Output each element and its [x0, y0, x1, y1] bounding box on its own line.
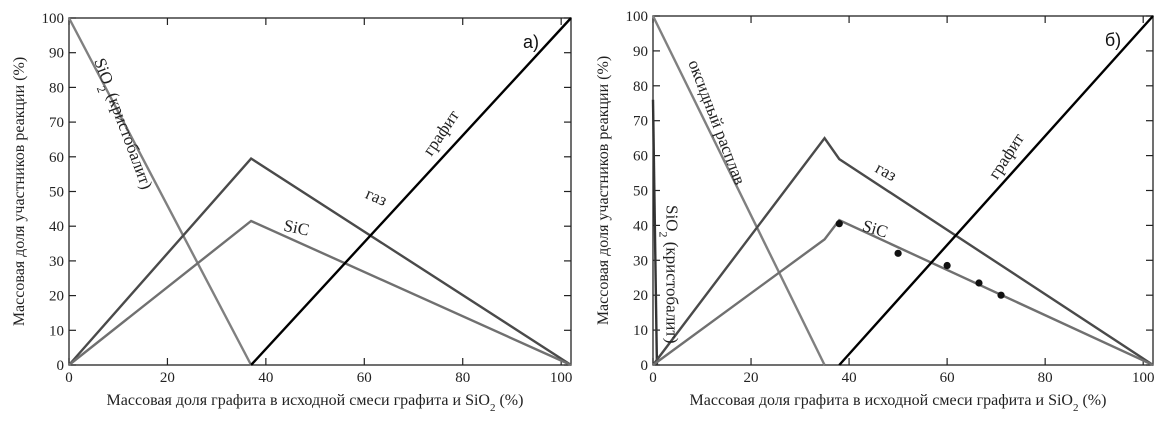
x-tick-label: 20: [744, 370, 759, 386]
series-label-5: графит: [984, 129, 1028, 182]
x-tick-label: 80: [1038, 370, 1053, 386]
x-tick-label: 40: [258, 370, 273, 386]
x-tick-label: 20: [160, 370, 175, 386]
y-tick-label: 70: [633, 114, 648, 130]
y-tick-label: 40: [633, 218, 648, 234]
series-line-4: [250, 17, 572, 366]
y-axis-label: Массовая доля участников реакции (%): [11, 57, 28, 326]
y-tick-label: 100: [626, 9, 649, 25]
x-tick-label: 0: [65, 370, 73, 386]
y-tick-label: 0: [641, 358, 649, 374]
x-axis-label: Массовая доля графита в исходной смеси г…: [107, 392, 524, 414]
chart-panel-1: 0 20 40 60 80 100 0 10 20 30 40 50 60 70 80 90 100 Массов…: [11, 11, 572, 414]
series-line-2: [651, 99, 659, 366]
y-tick-label: 80: [633, 79, 648, 95]
y-tick-label: 10: [633, 323, 648, 339]
chart-panel-2: 0 20 40 60 80 100 0 10 20 30 40 50 60 70 80 90 100 Массов…: [595, 9, 1154, 414]
series-line-2: [68, 156, 572, 367]
data-point-marker: [894, 249, 902, 257]
y-tick-label: 0: [57, 358, 65, 374]
x-axis-label: Массовая доля графита в исходной смеси г…: [690, 392, 1107, 414]
y-tick-label: 80: [49, 80, 64, 96]
data-point-marker: [835, 220, 843, 228]
y-tick-label: 30: [49, 254, 64, 270]
panel-label: а): [523, 32, 539, 52]
y-tick-label: 20: [633, 288, 648, 304]
y-tick-label: 60: [633, 149, 648, 165]
series-label-4: графит: [419, 106, 463, 159]
series-label-4: SiC: [860, 216, 890, 242]
series-line-5: [838, 15, 1154, 366]
panel-label: б): [1105, 30, 1121, 50]
series-line-3: [652, 136, 1154, 367]
y-tick-label: 50: [49, 185, 64, 201]
x-tick-label: 60: [357, 370, 372, 386]
y-tick-label: 30: [633, 253, 648, 269]
y-tick-label: 90: [633, 44, 648, 60]
plot-frame: [68, 17, 572, 366]
plot-frame: [652, 15, 1154, 366]
x-tick-label: 80: [455, 370, 470, 386]
series-label-3: SiC: [282, 216, 311, 240]
y-tick-label: 60: [49, 150, 64, 166]
y-tick-label: 10: [49, 323, 64, 339]
series-line-1: [651, 15, 826, 366]
y-tick-label: 90: [49, 46, 64, 62]
series-line-1: [67, 17, 253, 366]
data-point-marker: [997, 291, 1005, 299]
series-line-4: [652, 218, 1154, 367]
series-label-2: SiO2 (кристобалит): [657, 205, 682, 344]
x-tick-label: 40: [842, 370, 857, 386]
x-tick-label: 60: [940, 370, 955, 386]
series-line-3: [68, 219, 572, 367]
series-label-1: оксидный расплав: [684, 57, 749, 187]
data-point-marker: [975, 279, 983, 287]
x-tick-label: 0: [649, 370, 657, 386]
data-point-marker: [943, 261, 951, 270]
y-tick-label: 100: [42, 11, 65, 27]
x-tick-label: 100: [550, 370, 573, 386]
y-tick-label: 40: [49, 219, 64, 235]
y-tick-label: 20: [49, 289, 64, 305]
y-tick-label: 50: [633, 184, 648, 200]
series-label-3: газ: [872, 158, 900, 185]
y-tick-label: 70: [49, 115, 64, 131]
y-axis-label: Массовая доля участников реакции (%): [595, 56, 612, 325]
x-tick-label: 100: [1132, 370, 1155, 386]
series-label-2: газ: [363, 184, 390, 210]
series-label-1: SiO2 (кристобалит): [85, 55, 157, 193]
